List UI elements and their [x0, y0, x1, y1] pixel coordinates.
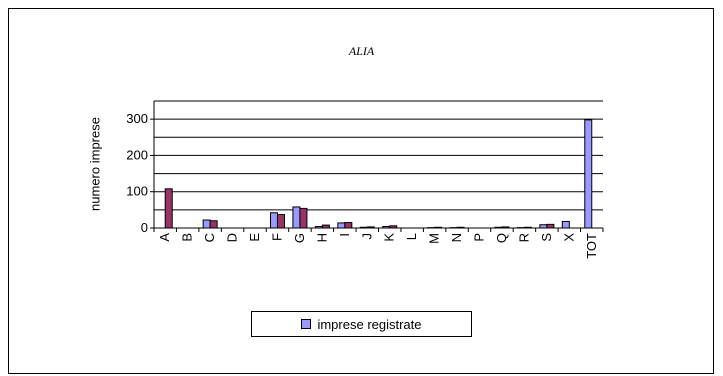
- bar-series2-a: [164, 188, 173, 229]
- y-tick-label: 0: [141, 220, 148, 235]
- x-tick-label-l: L: [404, 233, 419, 240]
- bar-registrate-tot: [584, 119, 593, 229]
- bar-registrate-c: [202, 219, 211, 229]
- x-tick-label-s: S: [539, 233, 554, 242]
- x-tick-label-b: B: [180, 233, 195, 242]
- legend-label: imprese registrate: [317, 316, 422, 332]
- chart-title: ALIA: [348, 44, 375, 58]
- x-tick-label-q: Q: [494, 233, 509, 243]
- x-tick-label-d: D: [225, 233, 240, 242]
- x-tick-label-h: H: [314, 233, 329, 242]
- bar-series2-f: [276, 214, 285, 229]
- bar-series2-s: [546, 223, 555, 229]
- x-tick-label-c: C: [202, 233, 217, 242]
- x-tick-label-f: F: [269, 233, 284, 241]
- x-tick-label-i: I: [337, 233, 352, 237]
- bar-series2-g: [299, 207, 308, 229]
- bar-registrate-i: [337, 222, 346, 229]
- x-tick-label-tot: TOT: [584, 233, 599, 259]
- legend-swatch: [301, 319, 312, 329]
- bar-registrate-f: [269, 212, 278, 229]
- x-tick-label-k: K: [382, 233, 397, 242]
- x-tick-label-x: X: [561, 233, 576, 242]
- legend: imprese registrate: [251, 311, 472, 337]
- x-tick-label-a: A: [157, 233, 172, 242]
- x-tick-label-n: N: [449, 233, 464, 242]
- x-tick-label-g: G: [292, 233, 307, 243]
- bar-series2-i: [344, 222, 353, 229]
- x-tick-label-m: M: [427, 233, 442, 244]
- y-tick-label: 300: [126, 111, 148, 126]
- y-tick-label: 100: [126, 184, 148, 199]
- x-tick-label-p: P: [472, 233, 487, 242]
- x-tick-label-e: E: [247, 233, 262, 242]
- bar-registrate-g: [292, 206, 301, 229]
- bar-registrate-x: [561, 220, 570, 229]
- x-tick-label-r: R: [516, 233, 531, 242]
- y-tick-label: 200: [126, 147, 148, 162]
- x-tick-label-j: J: [359, 233, 374, 240]
- bar-series2-c: [209, 220, 218, 229]
